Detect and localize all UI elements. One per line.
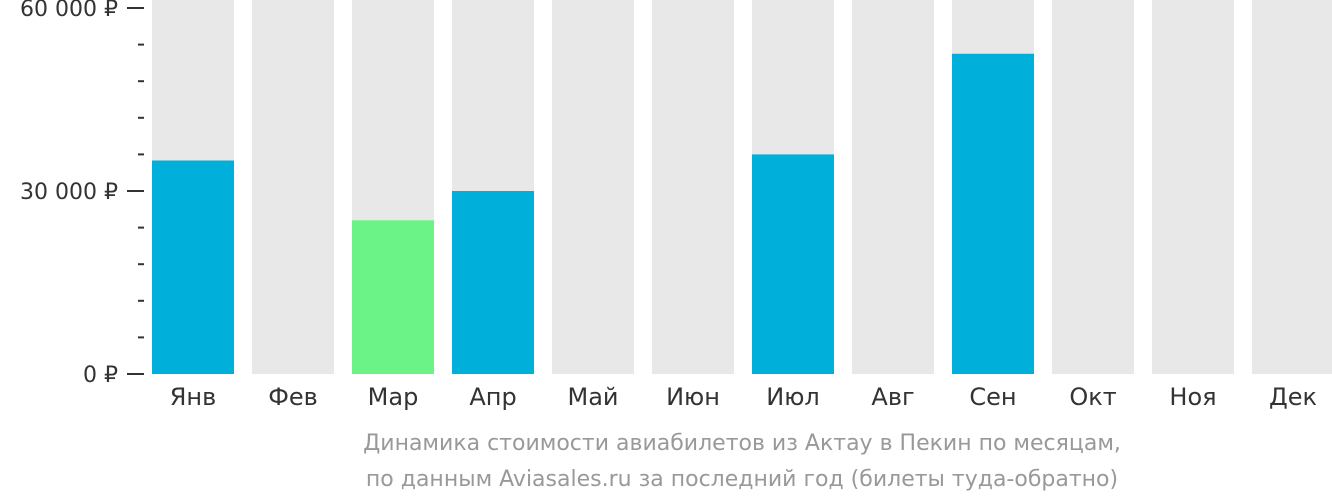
column-background-6 [652, 0, 734, 374]
y-tick-label-1: 0 ₽ [83, 363, 118, 388]
y-tick-label-3: 60 000 ₽ [20, 0, 118, 22]
y-tick-label-2: 30 000 ₽ [20, 180, 118, 205]
chart-caption-line-2: по данным Aviasales.ru за последний год … [365, 467, 1119, 492]
bar-4 [452, 191, 534, 374]
x-tick-label-7: Июл [766, 383, 820, 411]
x-tick-label-6: Июн [666, 383, 720, 411]
x-tick-label-5: Май [567, 383, 618, 411]
column-background-2 [252, 0, 334, 374]
x-tick-label-9: Сен [969, 383, 1016, 411]
price-chart: Янв Фев Мар Апр Май Июн Июл Авг Сен Окт Ноя Дек 0 ₽ 3… [20, 0, 1332, 411]
x-tick-label-11: Ноя [1169, 383, 1216, 411]
bar-3 [352, 220, 434, 374]
column-background-10 [1052, 0, 1134, 374]
column-background-8 [852, 0, 934, 374]
bar-9 [952, 53, 1034, 374]
x-tick-label-4: Апр [469, 383, 516, 411]
x-tick-label-3: Мар [368, 383, 419, 411]
bar-1 [152, 160, 234, 374]
chart-caption-line-1: Динамика стоимости авиабилетов из Актау … [363, 431, 1121, 456]
x-tick-label-1: Янв [170, 383, 217, 411]
x-tick-label-10: Окт [1069, 383, 1116, 411]
column-background-12 [1252, 0, 1332, 374]
bar-7 [752, 154, 834, 374]
x-tick-label-2: Фев [268, 383, 318, 411]
column-background-11 [1152, 0, 1234, 374]
x-tick-label-12: Дек [1269, 383, 1317, 411]
column-background-5 [552, 0, 634, 374]
x-tick-label-8: Авг [871, 383, 914, 411]
